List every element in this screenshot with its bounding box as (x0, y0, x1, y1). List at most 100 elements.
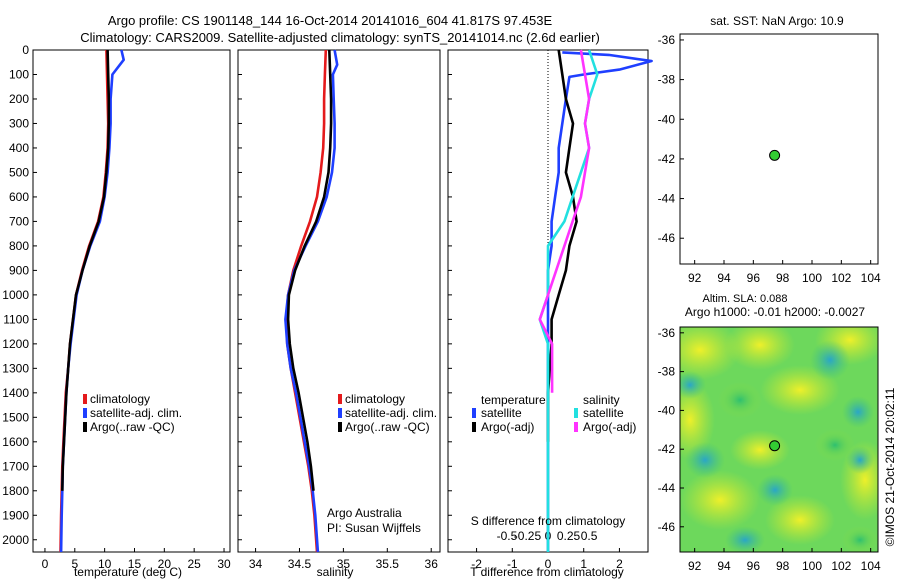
x-tick-label: 1 (580, 557, 587, 571)
depth-axis: 0 100 200 300 400 500 600 700 800 900 1000 1100 1200… (2, 43, 452, 547)
legend-swatch-s-argo (574, 422, 578, 432)
lat-tick-label: -38 (658, 365, 676, 379)
depth-tick-label: 0 (22, 43, 29, 57)
difference-panel: -2 -1 0 1 2 -0.5-0.25 0 0.25 0.5 S difference f… (447, 49, 653, 579)
annotation-argo-australia: Argo Australia (327, 506, 402, 520)
legend-header-salinity: salinity (583, 393, 620, 407)
series-line-climatology (284, 49, 328, 553)
difference-legend: temperature salinity satellite Argo(-adj… (472, 393, 636, 434)
depth-tick-label: 1300 (2, 361, 29, 375)
legend-swatch-satellite (83, 408, 87, 418)
x-tick-label: 36 (425, 557, 439, 571)
lat-tick-label: -36 (658, 33, 676, 47)
t-difference-axis: -2 -1 0 1 2 (471, 548, 623, 571)
lat-tick-label: -36 (658, 326, 676, 340)
argo-position-marker (769, 440, 781, 452)
temperature-xlabel: temperature (deg C) (74, 565, 182, 579)
title-line-2: Climatology: CARS2009. Satellite-adjuste… (80, 30, 600, 45)
depth-tick-label: 200 (9, 92, 29, 106)
legend-swatch-climatology (338, 394, 342, 404)
salinity-axes-box (237, 49, 441, 553)
imos-watermark: ©IMOS 21-Oct-2014 20:02:11 (883, 387, 897, 546)
temperature-legend: climatology satellite-adj. clim. Argo(..… (83, 392, 182, 434)
sla-heatmap (680, 327, 878, 552)
lon-tick-label: 96 (747, 559, 761, 573)
sla-map-panel: Altim. SLA: 0.088 Argo h1000: -0.01 h200… (658, 293, 881, 573)
x-tick-label: 30 (217, 557, 231, 571)
depth-tick-label: 1900 (2, 508, 29, 522)
lon-tick-label: 96 (747, 271, 761, 285)
legend-label: satellite-adj. clim. (90, 406, 182, 420)
annotation-pi: PI: Susan Wijffels (327, 521, 421, 535)
legend-label: Argo(-adj) (481, 420, 534, 434)
legend-swatch-argo (83, 422, 87, 432)
legend-swatch-t-satellite (472, 408, 476, 418)
lat-tick-label: -42 (658, 442, 676, 456)
depth-tick-label: 400 (9, 141, 29, 155)
lon-tick-label: 94 (717, 559, 731, 573)
lon-tick-label: 98 (776, 271, 790, 285)
lon-tick-label: 100 (802, 271, 822, 285)
lon-tick-label: 100 (802, 559, 822, 573)
salinity-axis: 34 34.5 35 35.5 36 (249, 548, 438, 571)
legend-label: satellite (481, 406, 522, 420)
sst-map-axes-box (679, 33, 879, 265)
legend-swatch-climatology (83, 394, 87, 404)
depth-tick-label: 1800 (2, 484, 29, 498)
lon-tick-label: 92 (688, 559, 702, 573)
sla-title-line-2: Argo h1000: -0.01 h2000: -0.0027 (685, 305, 865, 319)
lon-tick-label: 92 (688, 271, 702, 285)
series-line-satellite-adj-clim (59, 49, 125, 553)
sla-map-axes-box (679, 326, 879, 553)
lat-tick-label: -40 (658, 403, 676, 417)
lat-tick-label: -44 (658, 192, 676, 206)
lat-tick-label: -42 (658, 152, 676, 166)
series-line-temperature-satellite (546, 51, 653, 552)
depth-tick-label: 1400 (2, 386, 29, 400)
salinity-panel: 34 34.5 35 35.5 36 salinity climatology sate… (237, 49, 441, 579)
depth-tick-label: 600 (9, 190, 29, 204)
s-difference-tick-label: -0.25 (514, 529, 542, 543)
x-tick-label: 2 (616, 557, 623, 571)
x-tick-label: 0 (545, 557, 552, 571)
lat-tick-label: -46 (658, 231, 676, 245)
legend-swatch-t-argo (472, 422, 476, 432)
legend-label: satellite (583, 406, 624, 420)
legend-swatch-satellite (338, 408, 342, 418)
temperature-axis: 0 5 10 15 20 25 30 (42, 548, 231, 571)
salinity-legend: climatology satellite-adj. clim. Argo(..… (338, 392, 437, 434)
lat-tick-label: -38 (658, 73, 676, 87)
lat-tick-label: -44 (658, 481, 676, 495)
depth-tick-label: 700 (9, 214, 29, 228)
sst-map-title: sat. SST: NaN Argo: 10.9 (710, 14, 844, 28)
salinity-xlabel: salinity (317, 565, 354, 579)
depth-tick-label: 1600 (2, 435, 29, 449)
x-tick-label: 20 (158, 557, 172, 571)
lon-tick-label: 104 (861, 559, 881, 573)
lon-tick-label: 104 (861, 271, 881, 285)
depth-tick-label: 1000 (2, 288, 29, 302)
x-tick-label: 35.5 (376, 557, 400, 571)
lon-tick-label: 102 (831, 271, 851, 285)
legend-swatch-argo (338, 422, 342, 432)
depth-tick-label: 100 (9, 67, 29, 81)
x-tick-label: 34.5 (288, 557, 312, 571)
legend-header-temperature: temperature (481, 393, 546, 407)
legend-label: satellite-adj. clim. (345, 406, 437, 420)
legend-swatch-s-satellite (574, 408, 578, 418)
series-line-argo-raw-qc (61, 49, 111, 491)
s-difference-label: S difference from climatology (471, 514, 626, 528)
depth-tick-label: 2000 (2, 533, 29, 547)
s-difference-tick-label: 0.25 (557, 529, 581, 543)
x-tick-label: 34 (249, 557, 263, 571)
s-difference-tick-label: 0.5 (581, 529, 598, 543)
legend-label: Argo(..raw -QC) (345, 420, 430, 434)
x-tick-label: 5 (71, 557, 78, 571)
series-line-climatology (59, 49, 110, 553)
depth-tick-label: 1500 (2, 410, 29, 424)
argo-position-marker (769, 149, 781, 161)
title-line-1: Argo profile: CS 1901148_144 16-Oct-2014… (108, 13, 553, 28)
series-line-salinity-argo-adj (538, 49, 591, 393)
x-tick-label: 10 (98, 557, 112, 571)
legend-label: climatology (345, 392, 405, 406)
